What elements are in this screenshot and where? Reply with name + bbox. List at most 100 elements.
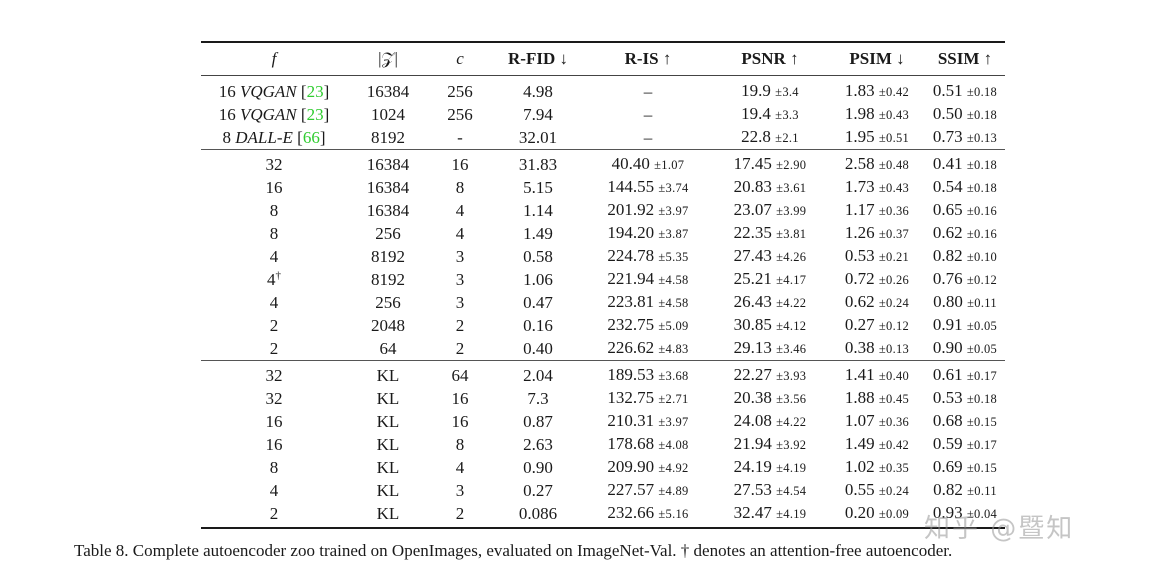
cell-psnr-std: ±3.56 <box>776 391 807 406</box>
cell-ssim: 0.54 ±0.18 <box>925 176 1005 199</box>
cell-psim-std: ±0.35 <box>878 460 910 475</box>
f-number: 2 <box>269 315 279 335</box>
cell-ssim: 0.51 ±0.18 <box>925 75 1005 103</box>
cell-psim-std: ±0.40 <box>878 368 910 383</box>
table-row: 32 KL 64 2.04 189.53 ±3.68 22.27 ±3.93 1.41 ±0… <box>201 359 1005 387</box>
cell-f: 8 DALL-E [66] <box>222 127 326 147</box>
cell-psnr: 24.19 ±4.19 <box>711 456 829 479</box>
cell-c: 2 <box>455 315 465 335</box>
cell-rfid: 0.40 <box>523 338 553 358</box>
cell-c: 256 <box>447 81 473 101</box>
cell-f: 2 <box>201 337 347 361</box>
cell-ssim-value: 0.62 <box>932 222 963 242</box>
cell-ris-value: 132.75 <box>607 387 655 407</box>
cell-f: 32 <box>265 388 283 408</box>
cell-ris-std: ±5.09 <box>658 318 689 333</box>
table-row: 8 256 4 1.49 194.20 ±3.87 22.35 ±3.81 1.26 ±0.… <box>201 222 1005 245</box>
cell-psim-std: ±0.21 <box>878 249 910 264</box>
cell-psim-value: 1.17 <box>844 199 875 219</box>
cell-ris-value: – <box>643 127 653 147</box>
cell-f: 4† <box>201 268 347 291</box>
table-row: 4† 8192 3 1.06 221.94 ±4.58 25.21 ±4.17 0.72 ±… <box>201 268 1005 291</box>
table-row: 4 8192 3 0.58 224.78 ±5.35 27.43 ±4.26 0.53 ±0… <box>201 245 1005 268</box>
table-row: 16 KL 16 0.87 210.31 ±3.97 24.08 ±4.22 1.07 ±0… <box>201 410 1005 433</box>
cell-psim: 1.83 ±0.42 <box>829 75 925 103</box>
cell-ssim: 0.82 ±0.11 <box>925 479 1005 502</box>
cell-psim-value: 0.27 <box>844 314 875 334</box>
cell-f: 16 VQGAN [23] <box>218 104 330 124</box>
cell-psnr: 26.43 ±4.22 <box>711 291 829 314</box>
cell-psim: 2.58 ±0.48 <box>829 148 925 176</box>
cell-ris-std: ±4.58 <box>658 295 689 310</box>
cell-ssim-std: ±0.18 <box>966 84 998 99</box>
cell-ris-std: ±4.58 <box>658 272 689 287</box>
cell-psim: 1.17 ±0.36 <box>829 199 925 222</box>
cell-psim: 0.53 ±0.21 <box>829 245 925 268</box>
cell-psnr-value: 21.94 <box>733 433 772 453</box>
citation-link[interactable]: 66 <box>302 127 320 147</box>
cell-codebook-size: 256 <box>375 292 401 312</box>
cell-ssim-std: ±0.10 <box>966 249 998 264</box>
cell-ris-std: ±3.74 <box>658 180 689 195</box>
header-rfid: R-FID ↓ <box>491 41 585 76</box>
citation-link[interactable]: 23 <box>306 81 324 101</box>
cell-ssim: 0.50 ±0.18 <box>925 103 1005 126</box>
table-row: 8 16384 4 1.14 201.92 ±3.97 23.07 ±3.99 1.17 ±… <box>201 199 1005 222</box>
cell-ris: 132.75 ±2.71 <box>585 387 711 410</box>
cell-f: 4 <box>201 245 347 268</box>
cell-ssim: 0.59 ±0.17 <box>925 433 1005 456</box>
cell-ris: – <box>585 103 711 126</box>
cell-psim-std: ±0.36 <box>878 414 910 429</box>
cell-psim-std: ±0.42 <box>878 84 910 99</box>
cell-psnr-value: 24.08 <box>733 410 772 430</box>
cell-psnr-value: 30.85 <box>733 314 772 334</box>
cell-ssim-value: 0.51 <box>932 80 963 100</box>
header-ssim: SSIM ↑ <box>925 41 1005 76</box>
cell-psim-value: 1.95 <box>844 126 875 146</box>
cell-rfid: 0.87 <box>523 411 553 431</box>
cell-ssim-std: ±0.18 <box>966 391 998 406</box>
cell-rfid: 1.49 <box>523 223 553 243</box>
cell-ris: 194.20 ±3.87 <box>585 222 711 245</box>
cell-ris-value: 40.40 <box>611 153 650 173</box>
f-number: 8 <box>222 127 232 147</box>
cell-psim-value: 0.20 <box>844 502 875 522</box>
cell-ris-std: ±5.16 <box>658 506 689 521</box>
header-codebook-size: |𝒵| <box>347 41 429 76</box>
cell-psim: 1.73 ±0.43 <box>829 176 925 199</box>
cell-ssim-value: 0.65 <box>932 199 963 219</box>
cell-psim-value: 0.62 <box>844 291 875 311</box>
cell-ssim-value: 0.76 <box>932 268 963 288</box>
cell-psnr-value: 23.07 <box>733 199 772 219</box>
cell-ris: 221.94 ±4.58 <box>585 268 711 291</box>
cell-ssim-value: 0.90 <box>932 337 963 357</box>
cell-c: 64 <box>429 359 491 387</box>
cell-ris-std: ±3.97 <box>658 203 689 218</box>
cell-rfid: 1.06 <box>523 269 553 289</box>
cell-ssim-std: ±0.18 <box>966 180 998 195</box>
citation-link[interactable]: 23 <box>306 104 324 124</box>
cell-ssim-std: ±0.05 <box>966 341 998 356</box>
cell-ris: – <box>585 75 711 103</box>
cell-psnr-std: ±4.19 <box>776 460 807 475</box>
cell-psnr: 23.07 ±3.99 <box>711 199 829 222</box>
cell-ris-std: ±3.97 <box>658 414 689 429</box>
cell-ris: 224.78 ±5.35 <box>585 245 711 268</box>
cell-psnr: 32.47 ±4.19 <box>711 501 829 529</box>
header-f: f <box>201 41 347 76</box>
cell-ris: 178.68 ±4.08 <box>585 433 711 456</box>
cell-psim-value: 1.02 <box>844 456 875 476</box>
cell-psim: 0.72 ±0.26 <box>829 268 925 291</box>
cell-ssim: 0.76 ±0.12 <box>925 268 1005 291</box>
cell-rfid: 32.01 <box>518 127 558 147</box>
f-number: 2 <box>269 338 279 358</box>
model-name: VQGAN <box>239 81 297 101</box>
table-row: 16 16384 8 5.15 144.55 ±3.74 20.83 ±3.61 1.73 … <box>201 176 1005 199</box>
table-row: 8 KL 4 0.90 209.90 ±4.92 24.19 ±4.19 1.02 ±0.3… <box>201 456 1005 479</box>
cell-codebook-size: KL <box>376 411 400 431</box>
cell-ris-value: 144.55 <box>607 176 655 196</box>
cell-psnr-std: ±4.22 <box>776 295 807 310</box>
cell-psnr-std: ±4.12 <box>776 318 807 333</box>
cell-ris: 232.66 ±5.16 <box>585 501 711 529</box>
cell-rfid: 2.63 <box>523 434 553 454</box>
